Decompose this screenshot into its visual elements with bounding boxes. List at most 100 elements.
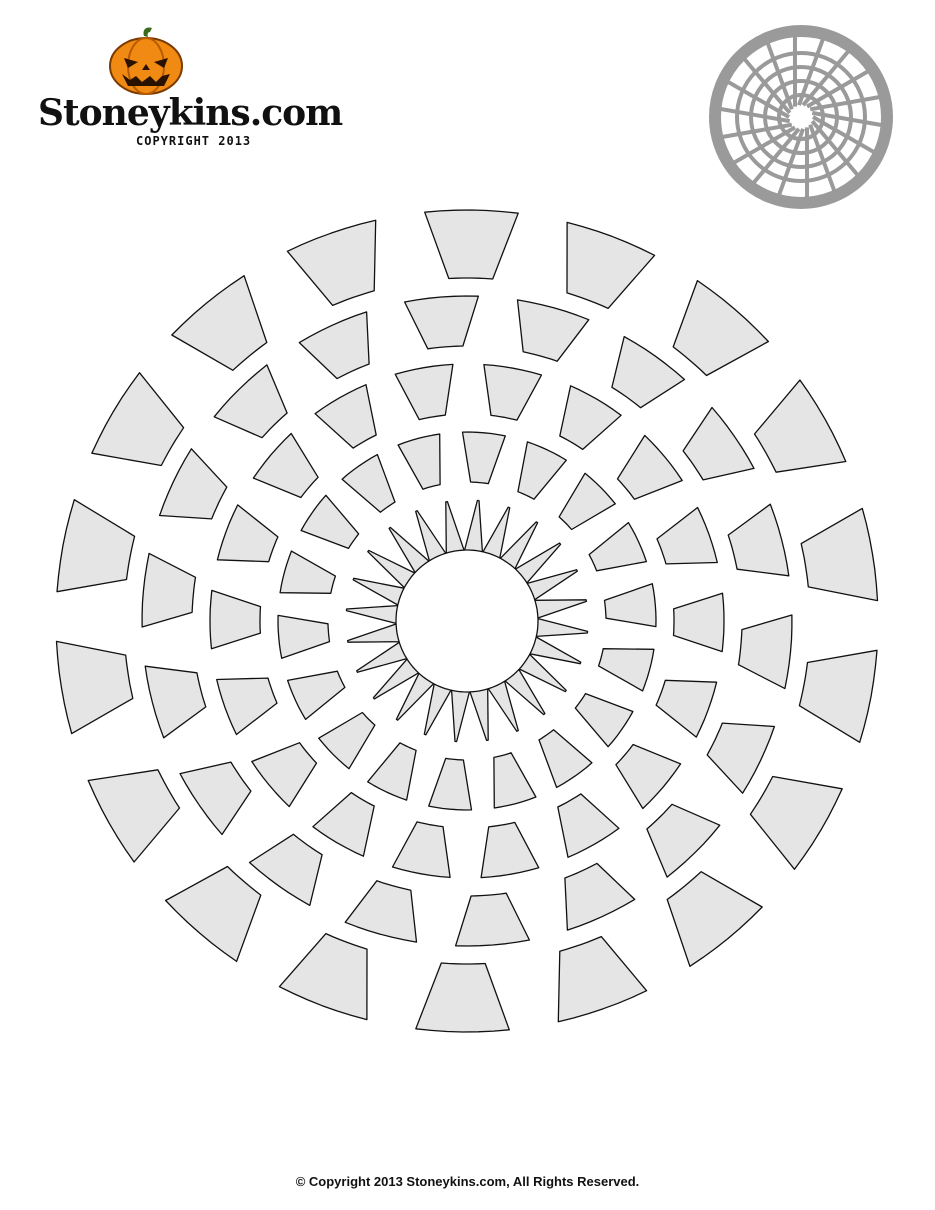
web-cell bbox=[526, 569, 578, 601]
web-cell bbox=[493, 752, 537, 809]
web-cell bbox=[415, 510, 447, 562]
web-cell bbox=[557, 793, 620, 858]
web-cell bbox=[286, 670, 346, 721]
web-cell bbox=[672, 279, 770, 377]
web-cell bbox=[213, 364, 288, 439]
web-cell bbox=[56, 499, 136, 593]
web-cell bbox=[504, 668, 546, 716]
web-cell bbox=[753, 379, 847, 473]
web-cell bbox=[487, 680, 519, 732]
brand-name: Stoneykins.com bbox=[38, 92, 343, 134]
web-cell bbox=[87, 769, 181, 863]
web-cell bbox=[298, 311, 370, 380]
web-cell bbox=[286, 219, 377, 307]
footer-copyright: © Copyright 2013 Stoneykins.com, All Rig… bbox=[295, 1174, 640, 1189]
web-cell bbox=[248, 833, 323, 907]
web-cell bbox=[158, 448, 228, 520]
web-cell bbox=[655, 679, 718, 738]
web-cell bbox=[538, 729, 593, 789]
web-cell bbox=[144, 665, 207, 739]
web-cell bbox=[341, 453, 396, 513]
web-cell bbox=[454, 892, 531, 947]
web-cell bbox=[535, 617, 589, 638]
web-cell bbox=[388, 526, 430, 574]
web-cell bbox=[344, 880, 418, 943]
web-cell bbox=[141, 552, 197, 628]
web-cell bbox=[559, 385, 622, 451]
web-cell bbox=[798, 649, 878, 743]
preview-ring bbox=[763, 79, 839, 155]
web-cell bbox=[597, 648, 655, 692]
web-cell bbox=[800, 507, 879, 602]
web-cell bbox=[352, 577, 405, 606]
web-cell bbox=[423, 683, 452, 736]
stoneykins-logo: Stoneykins.com COPYRIGHT 2013 bbox=[38, 24, 343, 154]
web-cell bbox=[588, 521, 648, 572]
web-cell bbox=[516, 299, 590, 362]
web-cell bbox=[318, 711, 376, 770]
web-cell bbox=[574, 692, 634, 748]
web-cell bbox=[300, 494, 360, 550]
web-cell bbox=[314, 384, 377, 449]
web-cell bbox=[252, 432, 319, 499]
web-cell bbox=[564, 862, 636, 931]
pumpkin-icon bbox=[109, 27, 183, 95]
web-cell bbox=[749, 775, 843, 870]
web-cell bbox=[216, 504, 279, 563]
web-cell bbox=[345, 604, 399, 625]
web-cell bbox=[415, 962, 510, 1033]
web-cell bbox=[367, 549, 416, 589]
web-cell bbox=[566, 221, 656, 310]
web-cell bbox=[616, 434, 683, 500]
web-cell bbox=[278, 932, 368, 1021]
web-cell bbox=[646, 803, 721, 878]
web-cell bbox=[91, 372, 185, 467]
web-cell bbox=[312, 791, 375, 857]
web-cell bbox=[727, 503, 790, 577]
web-cell bbox=[179, 761, 252, 836]
web-cell bbox=[672, 592, 725, 653]
web-cell bbox=[395, 672, 435, 721]
web-cell bbox=[428, 757, 473, 811]
web-cell bbox=[517, 441, 567, 500]
web-cell bbox=[279, 550, 337, 594]
logo-copyright: COPYRIGHT 2013 bbox=[136, 134, 252, 148]
web-cell bbox=[514, 542, 562, 584]
web-cell bbox=[558, 472, 616, 531]
web-cell bbox=[480, 821, 540, 879]
web-cell bbox=[356, 641, 408, 673]
web-cell bbox=[277, 614, 331, 659]
web-cell bbox=[397, 433, 441, 490]
spiderweb-stencil bbox=[55, 209, 879, 1033]
preview-ring bbox=[735, 51, 867, 183]
web-cell bbox=[372, 658, 420, 700]
web-cell bbox=[251, 742, 318, 808]
web-cell bbox=[482, 506, 511, 559]
web-cell bbox=[346, 623, 400, 643]
web-cell bbox=[164, 865, 262, 963]
web-cell bbox=[483, 363, 543, 421]
preview-ring bbox=[777, 93, 825, 141]
web-cell bbox=[656, 506, 718, 565]
web-cell bbox=[394, 363, 454, 421]
web-cell bbox=[55, 640, 134, 735]
web-cell bbox=[737, 614, 793, 690]
web-cell bbox=[666, 871, 763, 967]
web-cell bbox=[706, 722, 776, 794]
web-cell bbox=[216, 677, 278, 736]
web-cell bbox=[682, 406, 755, 481]
web-cell bbox=[424, 209, 519, 280]
web-cell bbox=[603, 583, 657, 628]
web-cell bbox=[209, 589, 262, 650]
web-cell bbox=[403, 295, 480, 350]
web-cell bbox=[557, 935, 648, 1023]
web-cell bbox=[529, 636, 582, 665]
preview-ring bbox=[749, 65, 853, 169]
web-cell bbox=[450, 689, 471, 743]
web-cell bbox=[391, 821, 451, 879]
web-cell bbox=[469, 688, 489, 742]
web-cell bbox=[367, 742, 417, 801]
web-cell bbox=[445, 500, 465, 554]
web-cell bbox=[615, 743, 682, 810]
web-cell bbox=[499, 521, 539, 570]
